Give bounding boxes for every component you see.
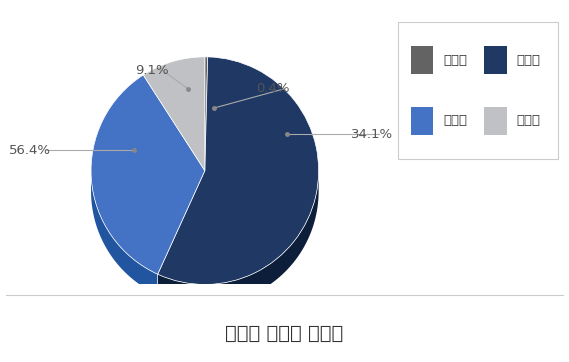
Text: 9.1%: 9.1%: [135, 64, 168, 77]
Bar: [484, 107, 506, 135]
Text: 태음인: 태음인: [516, 54, 540, 67]
Text: 소양인: 소양인: [443, 114, 467, 127]
Text: 체질별 뇌경색 유병률: 체질별 뇌경색 유병률: [225, 324, 344, 342]
Bar: [411, 107, 434, 135]
Wedge shape: [158, 57, 319, 285]
Bar: [484, 46, 506, 74]
Text: 0.4%: 0.4%: [256, 82, 290, 95]
Text: 34.1%: 34.1%: [351, 128, 393, 141]
Wedge shape: [143, 57, 205, 171]
Text: 소음인: 소음인: [516, 114, 540, 127]
Polygon shape: [91, 171, 158, 295]
Wedge shape: [91, 75, 205, 274]
Bar: [411, 46, 434, 74]
Text: 56.4%: 56.4%: [9, 144, 51, 157]
Polygon shape: [158, 171, 319, 305]
Text: 태양인: 태양인: [443, 54, 467, 67]
Wedge shape: [205, 57, 208, 171]
